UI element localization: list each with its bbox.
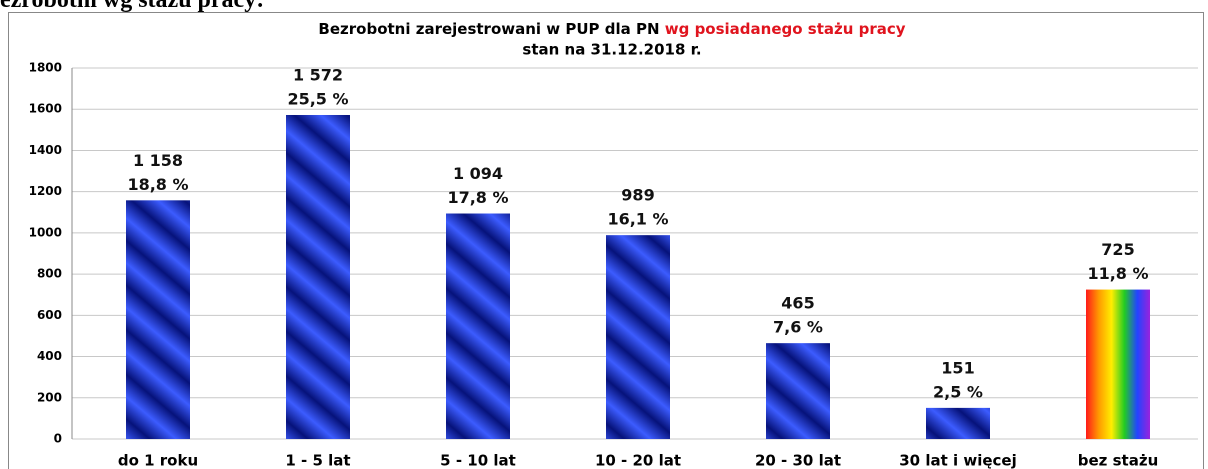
bar: [446, 213, 510, 439]
y-tick-label: 400: [37, 349, 62, 363]
value-label: 1 094: [453, 164, 503, 183]
x-tick-label: 1 - 5 lat: [285, 452, 350, 469]
value-label: 151: [941, 358, 974, 377]
x-tick-label: bez stażu: [1078, 452, 1159, 469]
y-tick-label: 1800: [29, 61, 62, 75]
share-label: 17,8 %: [447, 188, 508, 207]
x-tick-label: 20 - 30 lat: [755, 452, 841, 469]
value-label: 465: [781, 294, 814, 313]
y-tick-label: 1000: [29, 225, 62, 239]
share-label: 25,5 %: [287, 89, 348, 108]
bar: [1086, 289, 1150, 439]
value-label: 989: [621, 186, 654, 205]
page-heading: ezrobotni wg stażu pracy:: [0, 0, 265, 13]
bar: [606, 235, 670, 439]
share-label: 16,1 %: [607, 210, 668, 229]
bar: [286, 114, 350, 439]
share-label: 11,8 %: [1087, 264, 1148, 283]
y-tick-label: 1400: [29, 143, 62, 157]
value-label: 725: [1101, 240, 1134, 259]
chart-border: [8, 12, 1204, 469]
share-label: 18,8 %: [127, 175, 188, 194]
value-label: 1 158: [133, 151, 183, 170]
x-tick-label: 5 - 10 lat: [440, 452, 516, 469]
value-label: 1 572: [293, 65, 343, 84]
y-tick-label: 0: [54, 432, 62, 446]
x-tick-label: 30 lat i więcej: [899, 452, 1017, 469]
y-tick-label: 1200: [29, 184, 62, 198]
x-tick-label: 10 - 20 lat: [595, 452, 681, 469]
chart-subtitle: stan na 31.12.2018 r.: [522, 41, 701, 59]
y-tick-label: 800: [37, 267, 62, 281]
bar: [766, 343, 830, 439]
title-highlight: wg posiadanego stażu pracy: [665, 20, 906, 38]
x-tick-label: do 1 roku: [118, 452, 198, 469]
share-label: 2,5 %: [933, 382, 983, 401]
bar: [126, 200, 190, 439]
y-tick-label: 600: [37, 308, 62, 322]
title-part: Bezrobotni zarejestrowani w PUP dla PN: [318, 20, 664, 38]
y-tick-label: 200: [37, 390, 62, 404]
chart-title: Bezrobotni zarejestrowani w PUP dla PN w…: [318, 20, 905, 38]
y-tick-label: 1600: [29, 102, 62, 116]
bar: [926, 407, 990, 439]
share-label: 7,6 %: [773, 318, 823, 337]
